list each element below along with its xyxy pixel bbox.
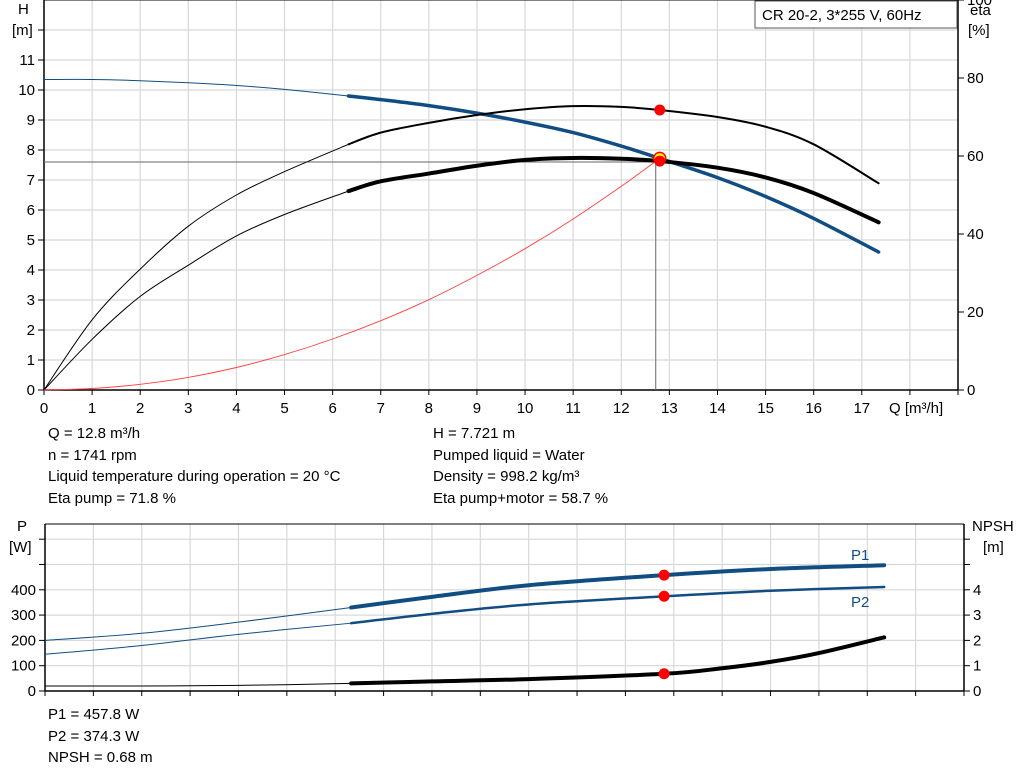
x-tick-label: 6 bbox=[328, 400, 336, 417]
info-density: Density = 998.2 kg/m³ bbox=[433, 468, 580, 485]
series-label-p1: P1 bbox=[851, 547, 869, 564]
y-right-label-bottom: NPSH bbox=[972, 518, 1014, 535]
info-eta-pump-motor: Eta pump+motor = 58.7 % bbox=[433, 489, 609, 507]
duty-point-marker bbox=[654, 155, 666, 167]
operating-info-left: Q = 12.8 m³/h n = 1741 rpm Liquid temper… bbox=[48, 423, 340, 509]
y-left-tick-label: 400 bbox=[11, 582, 36, 599]
curve-p1-extended bbox=[44, 607, 352, 641]
x-tick-label: 12 bbox=[613, 400, 630, 417]
y-left-tick-label: 2 bbox=[27, 322, 35, 339]
info-npsh: NPSH = 0.68 m bbox=[48, 749, 153, 766]
info-p1: P1 = 457.8 W bbox=[48, 706, 140, 723]
x-tick-label: 4 bbox=[232, 400, 240, 417]
x-tick-label: 17 bbox=[853, 400, 870, 417]
legend-box-frame bbox=[754, 0, 958, 29]
legend-box: CR 20-2, 3*255 V, 60Hz bbox=[754, 0, 958, 29]
y-left-tick-label: 4 bbox=[27, 262, 35, 279]
x-tick-label: 8 bbox=[425, 400, 433, 417]
x-tick-label: 13 bbox=[661, 400, 678, 417]
curve-npsh-extended bbox=[44, 682, 352, 687]
y-left-tick-label: 200 bbox=[11, 632, 36, 649]
x-tick-label: 1 bbox=[88, 400, 96, 417]
power-npsh-chart: 0 100 200 300 400 0 1 2 3 4 bbox=[11, 523, 981, 700]
y-right-label-top: eta bbox=[970, 2, 992, 19]
y-left-tick-label: 7 bbox=[27, 172, 35, 189]
x-tick-label: 7 bbox=[377, 400, 385, 417]
info-p2: P2 = 374.3 W bbox=[48, 727, 140, 745]
x-tick-label: 14 bbox=[709, 400, 726, 417]
duty-point-marker bbox=[654, 104, 666, 116]
y-right-tick-label: 40 bbox=[967, 226, 984, 243]
legend-box-text: CR 20-2, 3*255 V, 60Hz bbox=[762, 7, 922, 24]
y-left-tick-label: 10 bbox=[18, 82, 35, 99]
x-tick-label: 11 bbox=[565, 400, 581, 417]
curve-eta_pump-extended bbox=[43, 143, 349, 391]
y-left-tick-label: 1 bbox=[27, 352, 35, 369]
x-tick-label: 3 bbox=[184, 400, 192, 417]
y-left-tick-label: 0 bbox=[27, 382, 35, 399]
curve-system bbox=[43, 158, 661, 391]
y-left-tick-label: 6 bbox=[27, 202, 35, 219]
y-left-tick-label: 300 bbox=[11, 607, 36, 624]
x-tick-label: 9 bbox=[473, 400, 481, 417]
y-right-unit-bottom: [m] bbox=[983, 539, 1004, 556]
curve-h-extended bbox=[43, 78, 349, 97]
series-label-p2: P2 bbox=[851, 594, 869, 611]
info-head: H = 7.721 m bbox=[433, 425, 516, 442]
curve-p1 bbox=[349, 563, 887, 610]
y-left-tick-label: 5 bbox=[27, 232, 35, 249]
info-eta-pump: Eta pump = 71.8 % bbox=[48, 489, 176, 507]
y-left-tick-label: 0 bbox=[28, 683, 36, 700]
y-left-tick-label: 11 bbox=[19, 52, 35, 69]
duty-point-marker bbox=[658, 668, 670, 680]
y-left-label-top: H bbox=[18, 1, 29, 18]
y-right-tick-label: 3 bbox=[973, 607, 981, 624]
duty-point-marker bbox=[658, 569, 670, 581]
y-left-tick-label: 8 bbox=[27, 142, 35, 159]
y-left-tick-label: 3 bbox=[27, 292, 35, 309]
y-left-tick-label: 9 bbox=[27, 112, 35, 129]
y-right-tick-label: 80 bbox=[967, 70, 984, 87]
x-tick-label: 15 bbox=[757, 400, 774, 417]
x-tick-label: 10 bbox=[517, 400, 534, 417]
y-left-unit-top: [m] bbox=[12, 22, 33, 39]
head-efficiency-chart: 0 1 2 3 4 5 6 7 8 9 10 11 12 13 14 15 16 1701234567891011… bbox=[18, 0, 992, 417]
curve-eta_pump_motor bbox=[346, 155, 881, 225]
info-temperature: Liquid temperature during operation = 20… bbox=[48, 468, 341, 485]
operating-info-right: H = 7.721 m Pumped liquid = Water Densit… bbox=[433, 423, 608, 509]
curve-eta_pump bbox=[347, 104, 880, 185]
x-tick-label: 0 bbox=[40, 400, 48, 417]
y-right-tick-label: 2 bbox=[973, 632, 981, 649]
y-right-unit-top: [%] bbox=[968, 22, 990, 39]
x-tick-label: 16 bbox=[805, 400, 822, 417]
curve-h bbox=[346, 94, 881, 254]
y-right-tick-label: 100 bbox=[967, 0, 992, 9]
y-left-tick-label: 100 bbox=[11, 658, 36, 675]
power-info: P1 = 457.8 W P2 = 374.3 W NPSH = 0.68 m bbox=[48, 704, 153, 769]
y-right-tick-label: 0 bbox=[973, 683, 981, 700]
x-tick-label: 5 bbox=[280, 400, 288, 417]
y-right-tick-label: 4 bbox=[973, 582, 981, 599]
info-liquid: Pumped liquid = Water bbox=[433, 446, 585, 464]
curve-p2 bbox=[349, 585, 886, 625]
x-axis-label: Q [m³/h] bbox=[889, 400, 943, 417]
y-right-tick-label: 60 bbox=[967, 148, 984, 165]
y-left-unit-bottom: [W] bbox=[9, 539, 32, 556]
duty-point-marker bbox=[658, 590, 670, 602]
curve-npsh bbox=[349, 635, 887, 686]
info-speed: n = 1741 rpm bbox=[48, 446, 137, 464]
y-right-tick-label: 0 bbox=[967, 382, 975, 399]
y-right-tick-label: 20 bbox=[967, 304, 984, 321]
curve-eta_pump_motor-extended bbox=[43, 190, 349, 391]
info-flow: Q = 12.8 m³/h bbox=[48, 425, 141, 442]
curve-p2-extended bbox=[44, 622, 352, 655]
x-tick-label: 2 bbox=[136, 400, 144, 417]
y-left-label-bottom: P bbox=[17, 518, 27, 535]
y-right-tick-label: 1 bbox=[973, 658, 981, 675]
